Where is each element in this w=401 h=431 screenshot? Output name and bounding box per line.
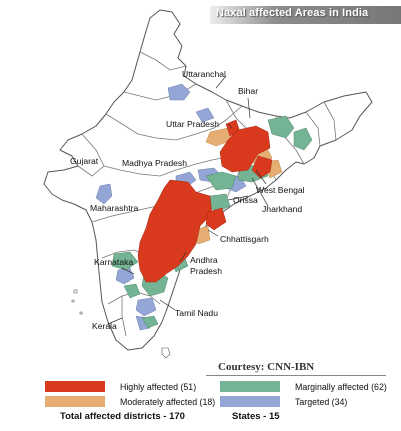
legend-moderately: Moderately affected (18)	[45, 396, 215, 407]
credit-divider	[206, 375, 386, 376]
footer-states: States - 15	[232, 411, 280, 422]
label-tamil-nadu: Tamil Nadu	[175, 308, 218, 318]
label-bihar: Bihar	[238, 86, 259, 96]
label-kerala: Kerala	[92, 321, 117, 331]
islands	[71, 289, 171, 359]
label-orissa: Orissa	[233, 195, 258, 205]
legend-swatch-moderately	[45, 396, 105, 407]
label-uttar-pradesh: Uttar Pradesh	[166, 119, 220, 129]
highly-affected-regions	[137, 119, 273, 283]
label-gujarat: Gujarat	[70, 156, 99, 166]
label-chhattisgarh: Chhattisgarh	[220, 234, 269, 244]
label-madhya-pradesh: Madhya Pradesh	[122, 158, 187, 168]
map-title: Naxal affected Areas in India	[216, 7, 369, 19]
legend-marginally: Marginally affected (62)	[220, 381, 387, 392]
leader-lines	[107, 75, 269, 325]
legend-swatch-highly	[45, 381, 105, 392]
credit-text: Courtesy: CNN-IBN	[218, 361, 315, 373]
title-banner	[210, 6, 401, 24]
legend-label-targeted: Targeted (34)	[295, 396, 348, 407]
legend-targeted: Targeted (34)	[220, 396, 347, 407]
legend-label-moderately: Moderately affected (18)	[120, 396, 216, 407]
legend-label-highly: Highly affected (51)	[120, 381, 197, 392]
label-west-bengal: West Bengal	[256, 185, 305, 195]
label-maharashtra: Maharashtra	[90, 203, 139, 213]
label-jharkhand: Jharkhand	[262, 204, 303, 214]
legend-swatch-marginally	[220, 381, 280, 392]
label-andhra-pradesh: Andhra Pradesh	[190, 255, 223, 276]
footer-total: Total affected districts - 170	[60, 411, 185, 422]
legend-highly: Highly affected (51)	[45, 381, 196, 392]
label-uttaranchal: Uttaranchal	[182, 69, 226, 79]
legend-label-marginally: Marginally affected (62)	[295, 381, 387, 392]
legend-swatch-targeted	[220, 396, 280, 407]
label-karnataka: Karnataka	[94, 257, 134, 267]
